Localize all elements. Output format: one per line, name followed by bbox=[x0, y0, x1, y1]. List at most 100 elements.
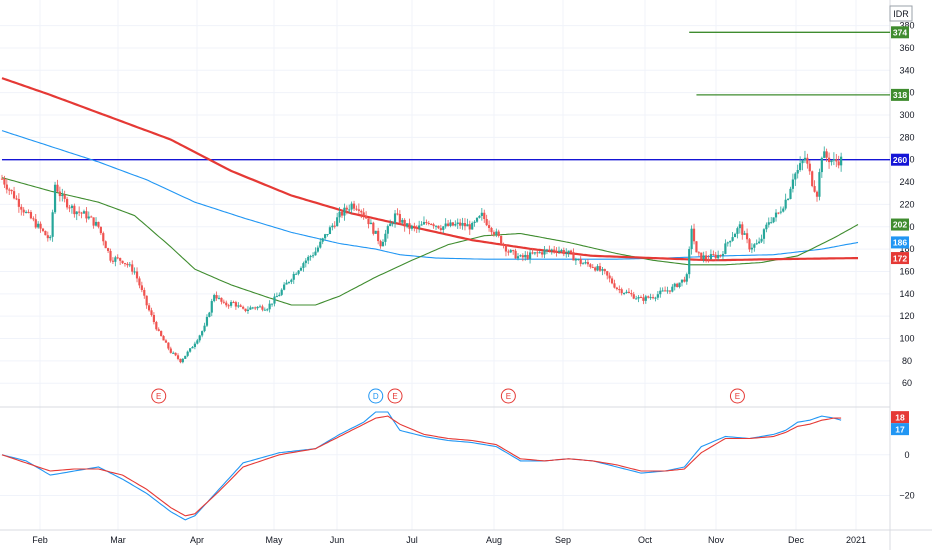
candle-body[interactable] bbox=[249, 307, 252, 310]
candle-body[interactable] bbox=[487, 225, 491, 228]
candle-body[interactable] bbox=[623, 292, 626, 294]
candle-body[interactable] bbox=[111, 260, 115, 262]
candle-body[interactable] bbox=[403, 219, 406, 227]
candle-body[interactable] bbox=[825, 151, 828, 158]
candle-body[interactable] bbox=[227, 305, 230, 307]
candle-body[interactable] bbox=[181, 358, 184, 363]
candle-body[interactable] bbox=[193, 343, 197, 347]
candle-body[interactable] bbox=[133, 271, 136, 273]
candle-body[interactable] bbox=[524, 254, 527, 258]
candle-body[interactable] bbox=[34, 219, 37, 228]
candle-body[interactable] bbox=[572, 252, 575, 261]
candle-body[interactable] bbox=[598, 266, 602, 271]
candle-body[interactable] bbox=[690, 228, 693, 250]
candle-body[interactable] bbox=[516, 256, 520, 259]
candle-body[interactable] bbox=[562, 250, 565, 255]
candle-body[interactable] bbox=[87, 216, 90, 219]
candle-body[interactable] bbox=[659, 290, 662, 295]
candle-body[interactable] bbox=[647, 296, 650, 298]
candle-body[interactable] bbox=[44, 230, 47, 236]
candle-body[interactable] bbox=[683, 279, 686, 282]
candle-body[interactable] bbox=[201, 331, 204, 336]
candle-body[interactable] bbox=[827, 157, 831, 163]
candle-body[interactable] bbox=[3, 178, 6, 185]
candle-body[interactable] bbox=[579, 259, 582, 264]
candle-body[interactable] bbox=[92, 217, 95, 226]
candle-body[interactable] bbox=[777, 212, 780, 214]
candle-body[interactable] bbox=[234, 302, 237, 307]
candle-body[interactable] bbox=[386, 226, 389, 234]
candle-body[interactable] bbox=[456, 222, 459, 225]
candle-body[interactable] bbox=[560, 250, 563, 252]
candle-body[interactable] bbox=[295, 273, 298, 275]
candle-body[interactable] bbox=[569, 250, 573, 253]
candle-body[interactable] bbox=[198, 335, 201, 341]
candle-body[interactable] bbox=[442, 226, 445, 230]
candle-body[interactable] bbox=[550, 249, 553, 251]
candle-body[interactable] bbox=[430, 223, 433, 225]
candle-body[interactable] bbox=[840, 156, 843, 166]
candle-body[interactable] bbox=[451, 222, 455, 226]
candle-body[interactable] bbox=[543, 249, 546, 255]
candle-body[interactable] bbox=[237, 305, 240, 307]
candle-body[interactable] bbox=[70, 205, 74, 208]
event-marker[interactable] bbox=[729, 388, 745, 404]
candle-body[interactable] bbox=[584, 262, 587, 264]
candle-body[interactable] bbox=[704, 255, 708, 260]
candle-body[interactable] bbox=[138, 278, 141, 286]
candle-body[interactable] bbox=[78, 211, 81, 213]
candle-body[interactable] bbox=[242, 306, 245, 309]
candle-body[interactable] bbox=[439, 228, 442, 230]
candle-body[interactable] bbox=[755, 243, 758, 245]
candle-body[interactable] bbox=[80, 212, 83, 214]
candle-body[interactable] bbox=[729, 240, 732, 243]
candle-body[interactable] bbox=[748, 239, 751, 250]
candle-body[interactable] bbox=[803, 157, 807, 161]
candle-body[interactable] bbox=[673, 283, 676, 287]
candle-body[interactable] bbox=[41, 228, 45, 231]
candle-body[interactable] bbox=[553, 249, 556, 252]
candle-body[interactable] bbox=[760, 238, 763, 242]
candle-body[interactable] bbox=[695, 241, 698, 253]
candle-body[interactable] bbox=[135, 271, 139, 279]
candle-body[interactable] bbox=[459, 222, 462, 226]
candle-body[interactable] bbox=[251, 307, 254, 309]
candle-body[interactable] bbox=[620, 289, 623, 294]
candle-body[interactable] bbox=[220, 297, 223, 302]
candle-body[interactable] bbox=[104, 241, 107, 249]
candle-body[interactable] bbox=[217, 297, 221, 299]
candle-body[interactable] bbox=[350, 203, 353, 210]
candle-body[interactable] bbox=[109, 250, 112, 261]
candle-body[interactable] bbox=[630, 293, 633, 295]
candle-body[interactable] bbox=[758, 241, 761, 244]
candle-body[interactable] bbox=[278, 294, 281, 297]
candle-body[interactable] bbox=[326, 234, 329, 236]
candle-body[interactable] bbox=[519, 255, 522, 257]
candle-body[interactable] bbox=[536, 252, 539, 254]
candle-body[interactable] bbox=[485, 218, 488, 226]
candle-body[interactable] bbox=[837, 161, 840, 166]
candle-body[interactable] bbox=[806, 157, 809, 164]
candle-body[interactable] bbox=[150, 310, 153, 315]
candle-body[interactable] bbox=[32, 218, 35, 220]
candle-body[interactable] bbox=[355, 208, 358, 210]
candle-body[interactable] bbox=[606, 271, 609, 276]
candle-body[interactable] bbox=[545, 249, 549, 251]
candle-body[interactable] bbox=[651, 297, 655, 299]
event-marker[interactable] bbox=[387, 388, 403, 404]
candle-body[interactable] bbox=[541, 252, 544, 255]
candle-body[interactable] bbox=[82, 211, 86, 214]
candle-body[interactable] bbox=[304, 260, 307, 264]
candle-body[interactable] bbox=[283, 284, 286, 290]
candle-body[interactable] bbox=[770, 222, 773, 224]
candle-body[interactable] bbox=[372, 222, 375, 234]
candle-body[interactable] bbox=[692, 228, 696, 242]
candle-body[interactable] bbox=[381, 241, 385, 247]
candle-body[interactable] bbox=[432, 224, 435, 227]
candle-body[interactable] bbox=[743, 233, 746, 235]
candle-body[interactable] bbox=[637, 297, 640, 299]
candle-body[interactable] bbox=[188, 348, 192, 352]
candle-body[interactable] bbox=[160, 330, 163, 337]
candle-body[interactable] bbox=[656, 294, 659, 298]
time-axis[interactable]: Feb Mar Apr May Jun Jul Aug Sep Oct Nov Dec 2021 bbox=[32, 535, 866, 545]
